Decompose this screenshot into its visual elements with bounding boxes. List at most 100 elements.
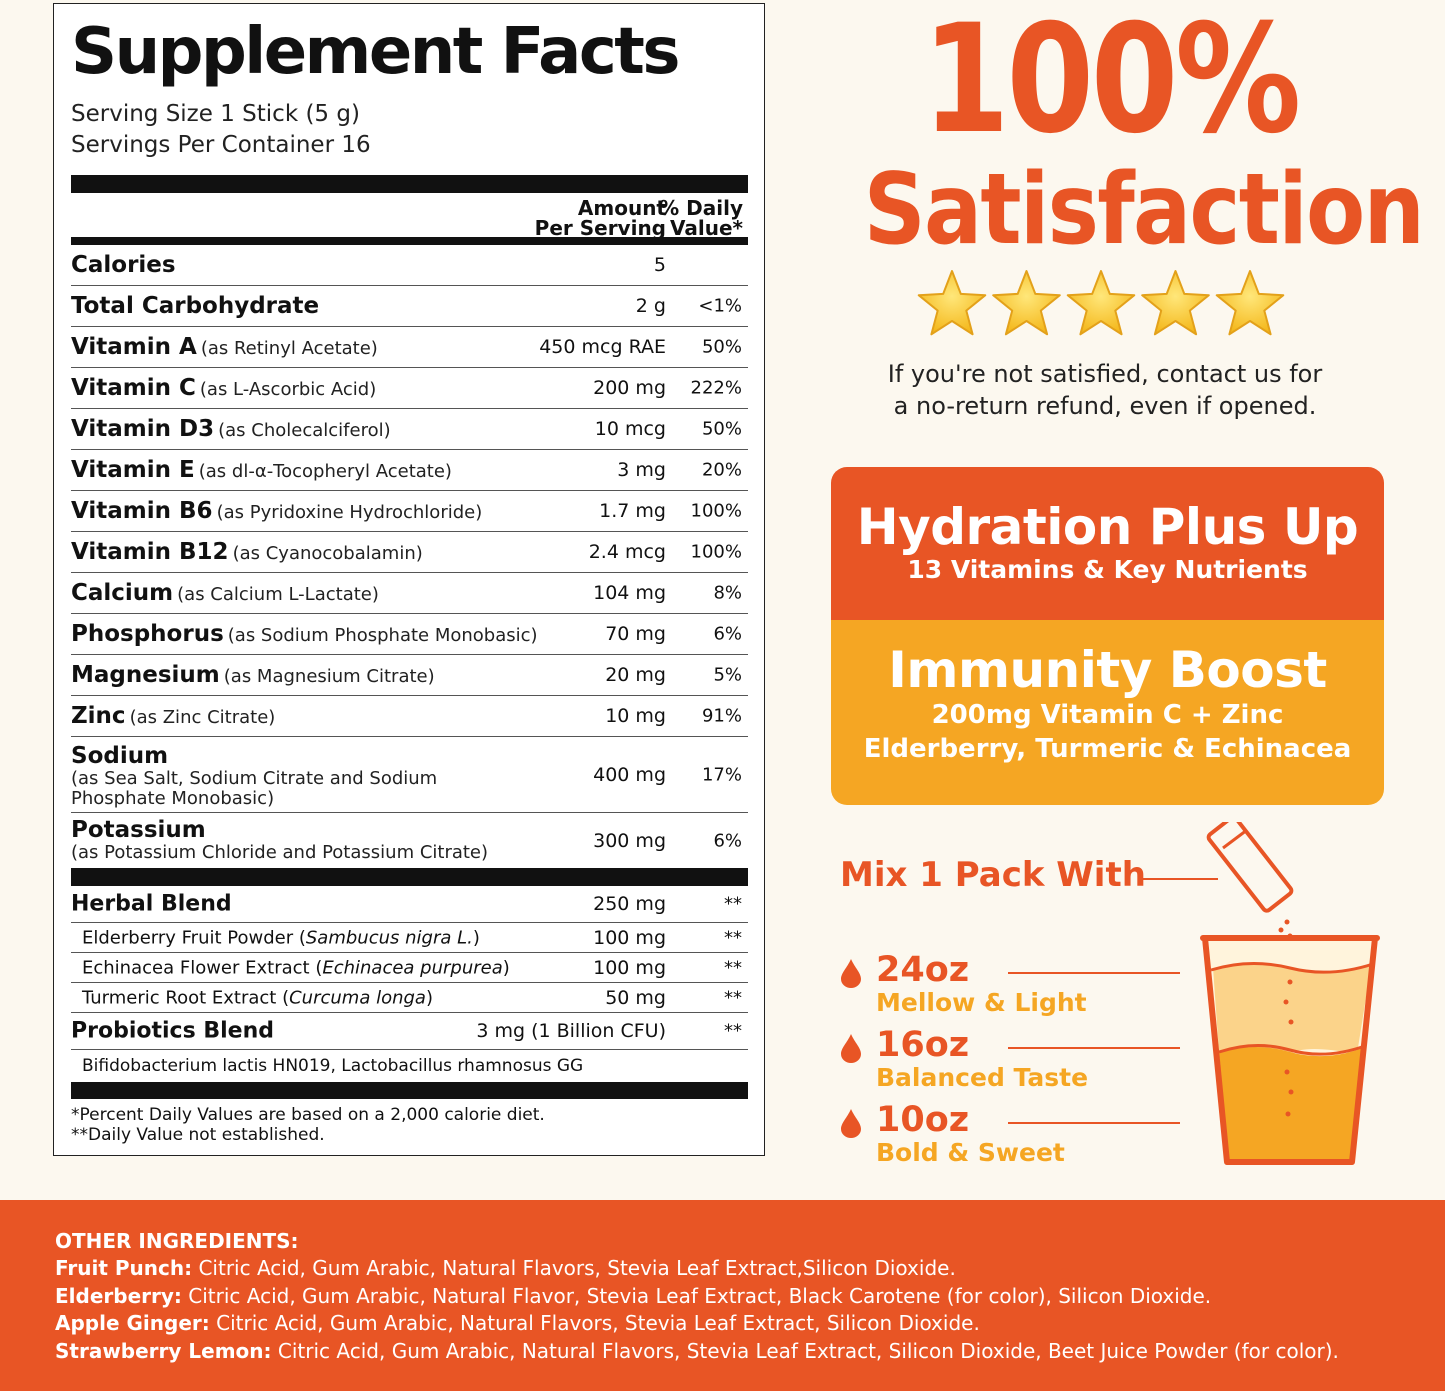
supplement-facts-panel: Supplement Facts Serving Size 1 Stick (5… [53,3,765,1156]
nutrient-name-text: Vitamin B6 [71,498,213,524]
amount-header-line2: Per Serving [534,216,666,240]
mix-label: Mix 1 Pack With [840,855,1146,895]
herbal-item-dv: ** [724,957,742,978]
ingredient-line: Apple Ginger: Citric Acid, Gum Arabic, N… [55,1310,1445,1338]
nutrient-dv: 91% [701,705,742,727]
herbal-item-common: Turmeric Root Extract [82,987,277,1008]
nutrient-row: Phosphorus (as Sodium Phosphate Monobasic… [71,614,748,655]
guarantee-text: If you're not satisfied, contact us for … [840,358,1370,422]
nutrient-amount: 5 [653,254,666,276]
nutrient-row: Vitamin D3 (as Cholecalciferol) 10 mcg 50% [71,409,748,450]
nutrient-dv: ** [724,893,742,915]
other-ingredients-band: OTHER INGREDIENTS: Fruit Punch: Citric A… [0,1200,1445,1391]
water-drop-icon [841,1109,861,1138]
nutrient-row-sodium: Sodium (as Sea Salt, Sodium Citrate and … [71,737,748,813]
water-drop-icon [841,1034,861,1063]
herbal-item-common: Elderberry Fruit Powder [82,927,294,948]
immunity-title: Immunity Boost [888,641,1327,699]
size-oz: 10oz [876,1100,970,1140]
nutrient-name: Calories [71,252,176,278]
flavor-ingredients: Citric Acid, Gum Arabic, Natural Flavor,… [181,1283,1212,1308]
nutrient-source: (as dl-α-Tocopheryl Acetate) [198,461,452,482]
nutrient-amount: 10 mcg [594,418,666,440]
divider-thick [71,175,748,193]
nutrient-amount: 104 mg [593,582,666,604]
divider-thick [71,868,748,886]
nutrient-dv: 6% [713,830,742,851]
herbal-item-name: Echinacea Flower Extract (Echinacea purp… [82,957,510,978]
nutrient-name-text: Magnesium [71,662,220,688]
nutrient-amount: 10 mg [605,705,666,727]
herbal-item-latin: Curcuma longa [289,987,426,1008]
nutrient-source: (as Pyridoxine Hydrochloride) [216,502,483,523]
herbal-item-common: Echinacea Flower Extract [82,957,310,978]
size-desc: Bold & Sweet [876,1138,1065,1167]
nutrient-source: (as Cyanocobalamin) [232,543,423,564]
servings-per-container: Servings Per Container 16 [71,132,371,158]
nutrient-dv: 222% [690,377,742,399]
nutrient-amount: 3 mg [617,459,666,481]
nutrient-amount: 2 g [635,295,666,317]
nutrient-name-text: Vitamin A [71,334,197,360]
herbal-item-name: Elderberry Fruit Powder (Sambucus nigra … [82,927,480,948]
nutrient-name: Magnesium (as Magnesium Citrate) [71,662,435,688]
nutrient-source: (as Potassium Chloride and Potassium Cit… [71,842,489,863]
nutrient-dv: 20% [701,459,742,481]
nutrient-row: Vitamin C (as L-Ascorbic Acid) 200 mg 222% [71,368,748,409]
nutrient-name: Phosphorus (as Sodium Phosphate Monobasic… [71,621,538,647]
nutrient-amount: 3 mg (1 Billion CFU) [476,1020,666,1042]
flavor-name: Elderberry: [55,1283,182,1308]
nutrient-name-text: Phosphorus [71,621,224,647]
nutrient-source: (as Sodium Phosphate Monobasic) [227,625,538,646]
nutrient-row: Vitamin B12 (as Cyanocobalamin) 2.4 mcg 100… [71,532,748,573]
nutrient-amount: 70 mg [605,623,666,645]
size-desc: Balanced Taste [876,1063,1089,1092]
herbal-items: Elderberry Fruit Powder (Sambucus nigra … [71,923,748,1013]
ingredients-heading: OTHER INGREDIENTS: [55,1229,299,1253]
nutrient-rows: Calories 5 Total Carbohydrate 2 g <1% Vitamin… [71,245,748,737]
herbal-item-amount: 100 mg [593,956,666,979]
divider-medium [71,237,748,245]
flavor-name: Fruit Punch: [55,1256,193,1280]
nutrient-dv: 50% [701,418,742,440]
nutrient-dv: 100% [690,541,742,563]
stick-pack-icon [1206,822,1294,913]
nutrient-row: Total Carbohydrate 2 g <1% [71,286,748,327]
probiotics-blend-row: Probiotics Blend 3 mg (1 Billion CFU) ** [71,1013,748,1050]
facts-title: Supplement Facts [71,15,680,89]
nutrient-name: Vitamin A (as Retinyl Acetate) [71,334,378,360]
ingredient-line: Strawberry Lemon: Citric Acid, Gum Arabi… [55,1338,1445,1366]
nutrient-name: Vitamin C (as L-Ascorbic Acid) [71,375,376,401]
herbal-item-dv: ** [724,987,742,1008]
herbal-item-latin: Sambucus nigra L. [305,927,473,948]
flavor-ingredients: Citric Acid, Gum Arabic, Natural Flavors… [192,1256,956,1280]
nutrient-name-text: Vitamin D3 [71,416,215,442]
nutrient-name-text: Potassium [71,817,206,843]
nutrient-amount: 450 mcg RAE [539,336,666,358]
nutrient-name: Vitamin E (as dl-α-Tocopheryl Acetate) [71,457,452,483]
serving-size: Serving Size 1 Stick (5 g) [71,101,360,127]
nutrient-source: (as Cholecalciferol) [218,420,391,441]
nutrient-row-potassium: Potassium (as Potassium Chloride and Pot… [71,813,748,868]
nutrient-row: Zinc (as Zinc Citrate) 10 mg 91% [71,696,748,737]
footnotes: *Percent Daily Values are based on a 2,0… [71,1105,748,1145]
herbal-item-row: Turmeric Root Extract (Curcuma longa) 50 … [71,983,748,1013]
nutrient-source: (as Calcium L-Lactate) [177,584,379,605]
nutrient-amount: 200 mg [593,377,666,399]
size-pointer-line [1008,1047,1180,1049]
nutrient-name-text: Calcium [71,580,174,606]
nutrient-dv: 8% [713,582,742,604]
nutrient-dv: 17% [701,764,742,785]
nutrient-row: Vitamin E (as dl-α-Tocopheryl Acetate) 3 m… [71,450,748,491]
herbal-item-name: Turmeric Root Extract (Curcuma longa) [82,987,433,1008]
amount-header-line1: Amount [577,196,666,220]
water-drop-icon [841,959,861,988]
dv-header-line2: Value* [670,216,743,240]
herbal-item-dv: ** [724,927,742,948]
nutrient-name-text: Vitamin C [71,375,196,401]
footnote-dv: *Percent Daily Values are based on a 2,0… [71,1105,545,1125]
nutrient-name: Vitamin D3 (as Cholecalciferol) [71,416,391,442]
nutrient-row: Calcium (as Calcium L-Lactate) 104 mg 8% [71,573,748,614]
probiotic-strains: Bifidobacterium lactis HN019, Lactobacil… [82,1056,584,1076]
nutrient-name: Calcium (as Calcium L-Lactate) [71,580,379,606]
